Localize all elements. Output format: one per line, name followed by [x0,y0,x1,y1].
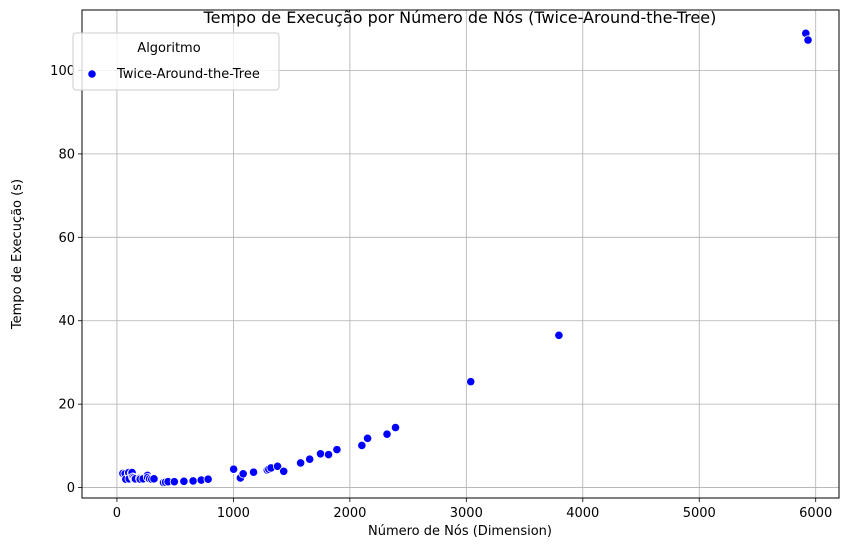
x-tick-label: 1000 [217,506,250,521]
chart-title: Tempo de Execução por Número de Nós (Twi… [203,8,717,27]
data-point [238,469,248,479]
data-point [466,377,476,387]
x-tick-label: 2000 [333,506,366,521]
x-tick-label: 0 [113,506,121,521]
x-tick-label: 4000 [566,506,599,521]
data-point [229,464,239,474]
data-point [362,433,373,443]
data-point [272,461,283,471]
legend-marker [87,69,97,79]
data-point [357,440,367,451]
legend: Algoritmo Twice-Around-the-Tree [72,32,280,91]
legend-box [72,32,280,91]
x-tick-label: 6000 [799,506,832,521]
y-tick-label: 40 [58,314,75,329]
data-points [118,28,813,488]
y-tick-label: 60 [58,231,75,246]
y-tick-label: 100 [50,64,75,79]
y-axis-title: Tempo de Execução (s) [10,179,25,330]
data-point [803,35,813,45]
data-point [295,458,306,468]
data-point [315,449,326,459]
axis-ticks: 0 1000 2000 3000 4000 5000 6000 0 20 40 60 80 100 [50,64,832,521]
data-point [169,477,179,487]
data-point [305,454,315,464]
data-point [279,466,289,476]
y-tick-label: 80 [58,147,75,162]
legend-label: Twice-Around-the-Tree [116,67,260,82]
data-point [390,422,401,433]
x-tick-label: 3000 [450,506,483,521]
y-tick-label: 20 [58,398,75,413]
data-point [203,474,213,484]
data-point [179,476,189,486]
x-tick-label: 5000 [683,506,716,521]
grid [82,10,839,498]
y-tick-label: 0 [67,481,75,496]
data-point [332,445,342,455]
data-point [554,330,564,340]
plot-frame [81,9,840,499]
data-point [248,467,259,477]
data-point [149,474,159,484]
x-axis-title: Número de Nós (Dimension) [368,524,552,539]
data-point [188,476,198,486]
legend-title: Algoritmo [137,41,200,56]
data-point [382,429,392,439]
data-point [323,450,334,460]
